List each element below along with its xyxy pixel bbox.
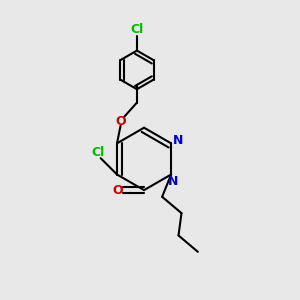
Text: O: O [112, 184, 123, 196]
Text: Cl: Cl [92, 146, 105, 159]
Text: Cl: Cl [130, 23, 144, 36]
Text: N: N [168, 175, 178, 188]
Text: N: N [172, 134, 183, 147]
Text: O: O [115, 116, 126, 128]
